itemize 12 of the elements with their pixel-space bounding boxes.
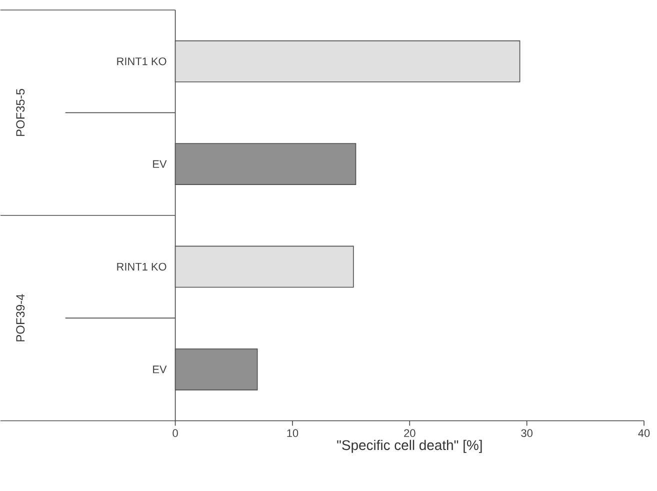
y-tick-label: RINT1 KO xyxy=(117,262,166,271)
y-tick-label: EV xyxy=(153,160,167,168)
text: POF35-5 xyxy=(16,89,25,136)
y-tick-label: EV xyxy=(153,366,167,374)
x-tick-label: 40 xyxy=(638,429,650,438)
text: POF39-4 xyxy=(16,294,25,342)
x-tick-label: 30 xyxy=(521,429,532,438)
x-tick-label: 10 xyxy=(287,429,298,438)
y-tick-label: RINT1 KO xyxy=(117,58,166,66)
x-tick-label: 20 xyxy=(404,429,416,438)
x-tick-label: 0 xyxy=(172,429,178,438)
x-axis-title: "Specific cell death" [%] xyxy=(337,440,482,453)
